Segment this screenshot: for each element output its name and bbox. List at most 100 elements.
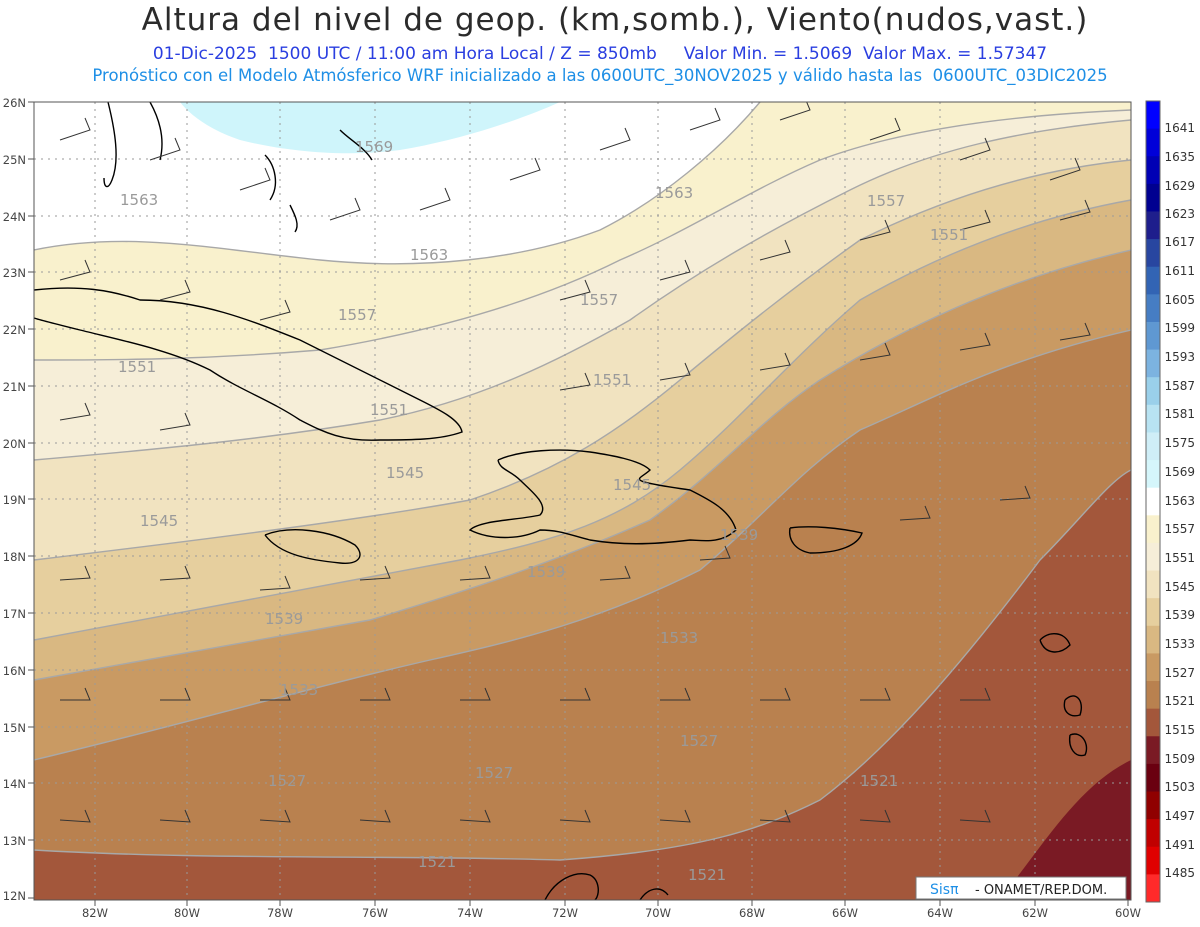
contour-label: 1539 [265,610,303,628]
colorbar-swatch [1146,349,1160,378]
colorbar-label: 1599 [1164,321,1195,335]
contour-label: 1551 [370,401,408,419]
lat-label: 25N [3,153,26,167]
colorbar-label: 1593 [1164,350,1195,364]
lat-label: 18N [3,550,26,564]
colorbar-swatch [1146,653,1160,682]
colorbar-label: 1587 [1164,379,1195,393]
lat-label: 20N [3,437,26,451]
lon-label: 68W [739,906,765,920]
colorbar-swatch [1146,763,1160,793]
colorbar-swatch [1146,874,1160,903]
colorbar-swatch [1146,736,1160,765]
lat-label: 14N [3,777,26,791]
lat-label: 15N [3,721,26,735]
colorbar-swatch [1146,515,1160,544]
colorbar-label: 1611 [1164,264,1195,278]
colorbar-label: 1569 [1164,465,1195,479]
contour-label: 1557 [580,291,618,309]
contour-label: 1545 [386,464,424,482]
lon-label: 70W [645,906,671,920]
lon-label: 82W [82,906,108,920]
contour-label: 1521 [688,866,726,884]
colorbar-swatch [1146,846,1160,875]
colorbar-label: 1563 [1164,494,1195,508]
colorbar-swatch [1146,625,1160,654]
contour-label: 1557 [338,306,376,324]
colorbar-swatch [1146,211,1160,240]
credit-box: Sisπ - ONAMET/REP.DOM. [915,876,1127,900]
colorbar-label: 1491 [1164,838,1195,852]
colorbar-label: 1509 [1164,752,1195,766]
colorbar-labels: 1641 1635 1629 1623 1617 1611 1605 1599 … [1164,121,1195,880]
colorbar-label: 1635 [1164,150,1195,164]
contour-label: 1545 [140,512,178,530]
lat-label: 13N [3,834,26,848]
colorbar-label: 1581 [1164,407,1195,421]
lon-label: 76W [362,906,388,920]
lon-label: 66W [832,906,858,920]
wind-barbs [59,102,1091,823]
lat-label: 22N [3,323,26,337]
colorbar-swatch [1146,487,1160,516]
contour-label: 1521 [860,772,898,790]
colorbar-swatch [1146,321,1160,351]
lon-label: 78W [267,906,293,920]
credit-text: - ONAMET/REP.DOM. [975,883,1107,898]
contour-label: 1563 [655,184,693,202]
geopotential-fill [34,102,1131,900]
colorbar-swatch [1146,708,1160,737]
colorbar-swatch [1146,183,1160,212]
latitude-ticks [28,101,34,899]
contour-label: 1563 [410,246,448,264]
colorbar-swatch [1146,294,1160,323]
map-title: Altura del nivel de geop. (km,somb.), Vi… [141,2,1089,38]
colorbar-label: 1551 [1164,551,1195,565]
colorbar-swatch [1146,101,1160,130]
colorbar-swatch [1146,570,1160,599]
map-subtitle-model-info: Pronóstico con el Modelo Atmósferico WRF… [92,66,1108,85]
lon-label: 60W [1115,906,1141,920]
colorbar-swatch [1146,681,1160,710]
colorbar-label: 1497 [1164,809,1195,823]
latitude-axis: 26N 25N 24N 23N 22N 21N 20N 19N 18N 17N … [3,96,26,903]
colorbar-label: 1575 [1164,436,1195,450]
colorbar-label: 1545 [1164,580,1195,594]
contour-label: 1539 [527,563,565,581]
contour-label: 1533 [660,629,698,647]
lat-label: 24N [3,210,26,224]
colorbar-label: 1533 [1164,637,1195,651]
longitude-axis: 82W 80W 78W 76W 74W 72W 70W 68W 66W 64W … [82,906,1141,920]
colorbar-label: 1521 [1164,694,1195,708]
lat-label: 26N [3,96,26,110]
contour-label: 1569 [355,138,393,156]
colorbar-label: 1515 [1164,723,1195,737]
colorbar-label: 1629 [1164,179,1195,193]
lat-label: 16N [3,664,26,678]
lon-label: 72W [552,906,578,920]
colorbar-swatch [1146,791,1160,820]
contour-label: 1539 [720,526,758,544]
lon-label: 74W [457,906,483,920]
colorbar-swatch [1146,432,1160,461]
lat-label: 23N [3,266,26,280]
contour-label: 1521 [418,853,456,871]
lon-label: 80W [174,906,200,920]
lat-label: 17N [3,607,26,621]
colorbar-label: 1557 [1164,522,1195,536]
lat-label: 19N [3,493,26,507]
lat-label: 12N [3,889,26,903]
colorbar-swatch [1146,542,1160,572]
contour-value-labels: 1569 1563 1563 1563 1557 1557 1557 1551 … [118,138,968,884]
colorbar-label: 1641 [1164,121,1195,135]
colorbar-label: 1605 [1164,293,1195,307]
sistema-logo: Sisπ [930,882,959,898]
colorbar-swatch [1146,128,1160,157]
contour-lines [34,102,1131,861]
colorbar-frame [1145,100,1161,903]
contour-label: 1527 [475,764,513,782]
colorbar-swatch [1146,404,1160,433]
colorbar-swatch [1146,598,1160,627]
contour-label: 1557 [867,192,905,210]
